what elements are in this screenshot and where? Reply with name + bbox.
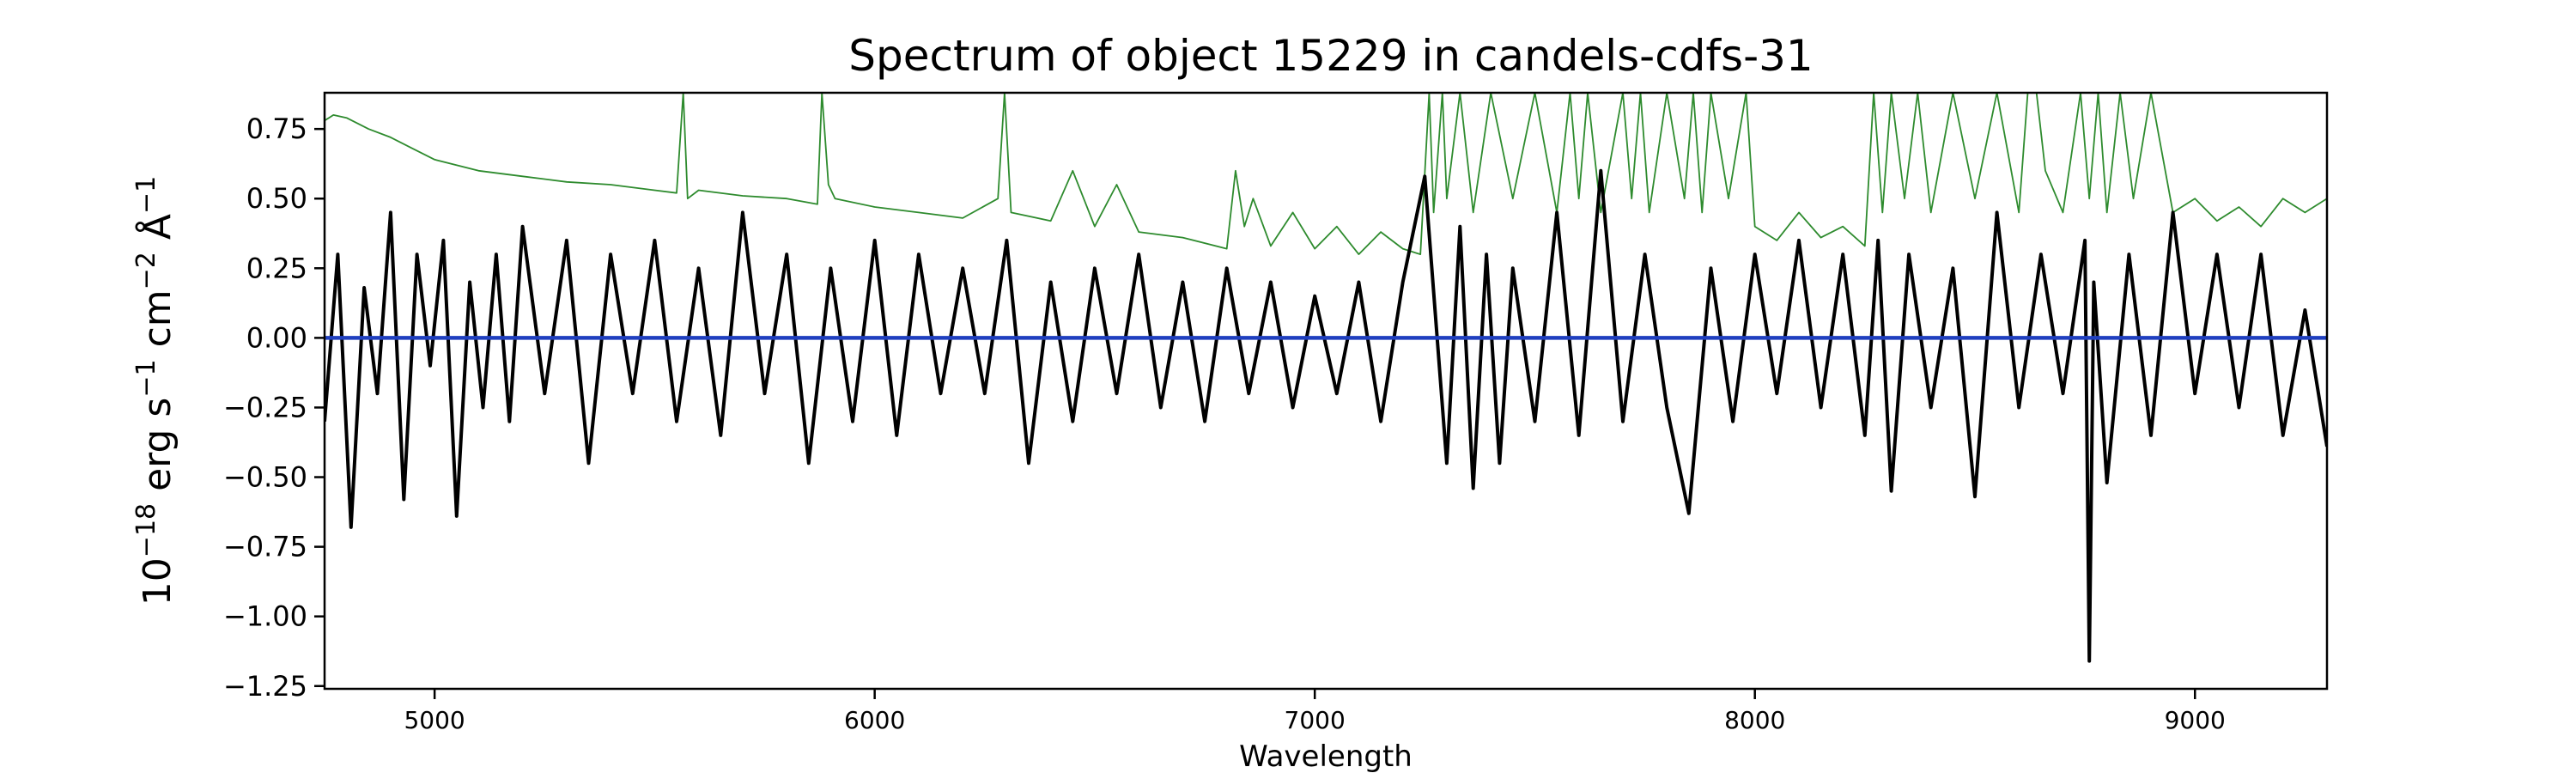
y-tick-label: 0.50 (246, 182, 307, 215)
y-axis-label: 10−18 erg s−1 cm−2 Å−1 (131, 176, 179, 606)
y-tick-label: −1.25 (223, 670, 307, 703)
x-tick-label: 8000 (1724, 706, 1785, 734)
y-tick-label: −0.25 (223, 391, 307, 423)
chart-title: Spectrum of object 15229 in candels-cdfs… (848, 31, 1814, 81)
plot-frame (323, 91, 2329, 691)
x-tick-label: 6000 (844, 706, 905, 734)
ylabel-angstrom: Å (134, 214, 179, 252)
x-axis: 5000 6000 7000 8000 9000 (404, 689, 2226, 734)
y-tick-label: −0.75 (223, 531, 307, 563)
x-tick-label: 9000 (2165, 706, 2226, 734)
ylabel-cm: cm (136, 289, 179, 359)
y-axis: −1.25 −1.00 −0.75 −0.50 −0.25 0.00 0.25 0.50 0.7… (223, 113, 325, 703)
ylabel-exp-1: −18 (131, 503, 161, 557)
ylabel-exp-3: −2 (131, 252, 161, 289)
y-tick-label: 0.00 (246, 321, 307, 354)
x-tick-label: 7000 (1285, 706, 1346, 734)
ylabel-exp-4: −1 (131, 176, 161, 214)
y-tick-label: −0.50 (223, 461, 307, 494)
y-tick-label: 0.75 (246, 113, 307, 145)
series-layer (325, 93, 2327, 663)
ylabel-erg: erg s (136, 398, 179, 503)
x-axis-label: Wavelength (1239, 740, 1413, 773)
ylabel-base: 10 (136, 557, 179, 606)
y-tick-label: 0.25 (246, 252, 307, 284)
series-line-error (325, 93, 2327, 256)
series-line-flux (325, 168, 2327, 663)
ylabel-exp-2: −1 (131, 359, 161, 397)
y-tick-label: −1.00 (223, 600, 307, 633)
x-tick-label: 5000 (404, 706, 465, 734)
